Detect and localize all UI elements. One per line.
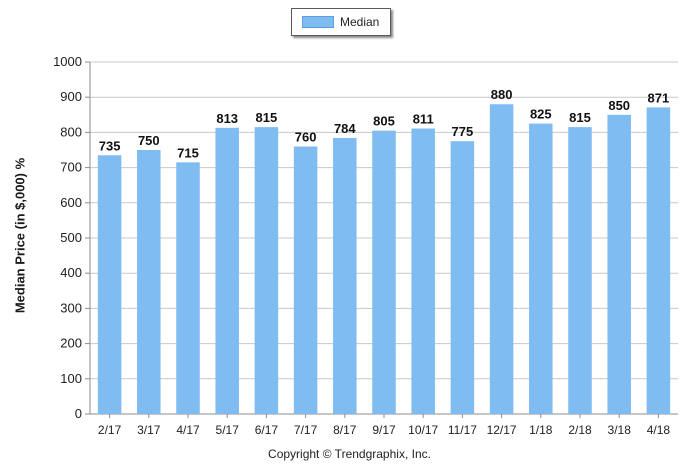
data-label: 805: [373, 114, 395, 129]
data-label: 784: [334, 121, 356, 136]
y-tick-label: 0: [75, 406, 82, 421]
y-tick-label: 700: [60, 160, 82, 175]
y-tick-label: 600: [60, 195, 82, 210]
data-label: 815: [569, 110, 591, 125]
data-label: 811: [413, 112, 434, 127]
x-tick-label: 11/17: [448, 423, 477, 437]
data-label: 760: [295, 129, 317, 144]
data-label: 775: [452, 124, 474, 139]
data-label: 735: [99, 138, 121, 153]
bar: [97, 155, 122, 414]
bar: [215, 127, 239, 414]
x-tick-label: 9/17: [372, 423, 396, 437]
y-tick-label: 800: [60, 124, 82, 139]
bar: [529, 123, 553, 414]
data-label: 825: [530, 107, 552, 122]
bar: [333, 138, 357, 415]
legend-label-median: Median: [340, 15, 380, 29]
x-tick-label: 3/17: [137, 423, 161, 437]
y-tick-label: 900: [60, 89, 82, 104]
data-label: 750: [138, 133, 160, 148]
legend: Median: [291, 8, 391, 36]
x-tick-label: 12/17: [487, 423, 517, 437]
x-tick-label: 1/18: [529, 423, 553, 437]
data-label: 715: [177, 145, 199, 160]
data-label: 880: [491, 87, 513, 102]
y-tick-label: 200: [60, 336, 82, 351]
x-tick-label: 7/17: [294, 423, 318, 437]
data-label: 871: [648, 90, 670, 105]
x-tick-label: 4/18: [647, 423, 671, 437]
bar: [450, 141, 475, 414]
copyright-footer: Copyright © Trendgraphix, Inc.: [268, 447, 431, 461]
bar: [176, 162, 200, 414]
legend-swatch-median: [302, 16, 334, 28]
x-tick-label: 2/18: [568, 423, 592, 437]
x-tick-label: 2/17: [98, 423, 122, 437]
y-tick-label: 500: [60, 230, 82, 245]
y-tick-label: 100: [60, 371, 82, 386]
x-tick-label: 10/17: [408, 423, 438, 437]
x-tick-label: 4/17: [176, 423, 200, 437]
bar: [489, 104, 514, 415]
data-label: 850: [608, 98, 630, 113]
bar: [293, 146, 318, 415]
y-axis-label: Median Price (in $,000) %: [12, 157, 28, 314]
bar: [137, 150, 161, 414]
x-tick-label: 3/18: [608, 423, 632, 437]
y-tick-label: 400: [60, 265, 82, 280]
x-tick-label: 5/17: [216, 423, 240, 437]
bar: [568, 127, 592, 415]
data-label: 815: [256, 110, 278, 125]
data-label: 813: [216, 111, 238, 126]
bar: [646, 107, 671, 415]
x-tick-label: 6/17: [255, 423, 279, 437]
bar: [372, 130, 396, 414]
bar: [607, 114, 631, 415]
y-tick-label: 300: [60, 300, 82, 315]
bar: [411, 128, 435, 414]
x-tick-label: 8/17: [333, 423, 357, 437]
bar: [254, 127, 279, 415]
y-tick-label: 1000: [53, 54, 82, 69]
